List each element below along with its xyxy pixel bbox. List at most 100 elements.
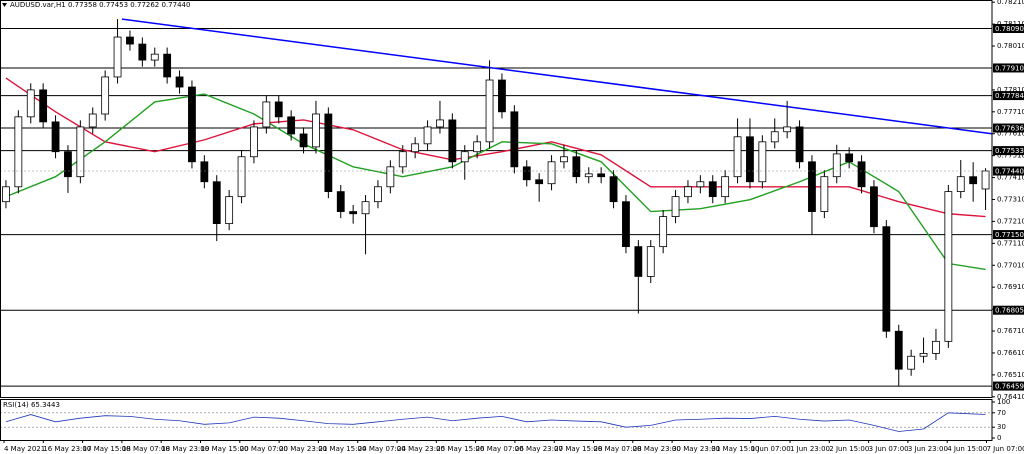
candle-body <box>349 211 358 215</box>
candle-body <box>188 86 196 163</box>
candle-body <box>770 131 779 143</box>
rsi-frame <box>0 399 993 441</box>
candle-body <box>26 89 35 118</box>
candle-body <box>746 136 754 183</box>
x-tick-label: 31 May 15:00 <box>711 445 759 453</box>
x-tick-label: 18 May 07:00 <box>122 445 170 453</box>
candle-body <box>981 170 990 190</box>
candle-body <box>51 121 60 153</box>
candle-body <box>584 173 593 178</box>
y-tick-label: 0.77810 <box>997 86 1024 94</box>
candle-body <box>336 191 345 212</box>
candle-body <box>622 201 630 248</box>
x-tick-label: 1 Jun 07:00 <box>751 445 791 453</box>
rsi-line <box>5 412 986 432</box>
candle-body <box>163 53 172 78</box>
y-tick-label: 0.76510 <box>997 371 1024 379</box>
x-tick-label: 2 Jun 15:00 <box>829 445 869 453</box>
x-tick-label: 28 May 23:00 <box>633 445 681 453</box>
candle-body <box>398 151 407 168</box>
candle-body <box>448 119 457 163</box>
candle-body <box>101 76 110 115</box>
candle-body <box>969 176 978 185</box>
candle-body <box>88 113 97 128</box>
candle-body <box>436 119 444 128</box>
candle-body <box>14 116 23 188</box>
candle-body <box>423 126 432 145</box>
x-tick-label: 7 Jun 07:00 <box>987 445 1024 453</box>
candle-body <box>845 153 854 163</box>
x-tick-label: 20 May 23:00 <box>279 445 327 453</box>
candle-body <box>535 179 544 185</box>
price-tag-label: 0.77636 <box>995 125 1024 133</box>
y-tick-label: 0.76710 <box>997 327 1024 335</box>
price-tag-label: 0.78090 <box>995 25 1024 33</box>
candle-body <box>820 176 829 212</box>
price-tag-label: 0.77150 <box>995 231 1024 239</box>
candle-body <box>808 161 816 212</box>
candle-body <box>894 330 903 370</box>
price-tag <box>993 230 1024 240</box>
candle-body <box>473 141 482 153</box>
candle-body <box>237 156 246 198</box>
candle-body <box>572 156 581 178</box>
rsi-tick-label: 70 <box>997 409 1006 417</box>
x-tick-label: 24 May 23:00 <box>397 445 445 453</box>
y-tick-label: 0.76910 <box>997 283 1024 291</box>
candle-body <box>870 186 878 228</box>
price-tag-label: 0.76459 <box>995 383 1024 391</box>
x-tick-label: 26 May 23:00 <box>515 445 563 453</box>
price-tag <box>993 91 1024 101</box>
candle-body <box>76 126 85 178</box>
menu-arrow[interactable] <box>2 3 7 7</box>
candle-body <box>609 176 618 203</box>
candle-body <box>882 226 891 332</box>
candle-body <box>758 141 767 183</box>
y-tick-label: 0.76410 <box>997 393 1024 401</box>
candle-body <box>721 176 730 198</box>
candle-body <box>510 111 519 168</box>
candle-body <box>324 113 333 193</box>
candle-body <box>39 89 48 123</box>
candle-body <box>126 36 134 45</box>
candle-body <box>411 143 420 153</box>
candle-body <box>361 201 370 215</box>
x-tick-label: 30 May 23:00 <box>672 445 720 453</box>
candle-body <box>684 186 692 198</box>
candle-body <box>597 173 606 178</box>
rsi-title: RSI(14) 65.3443 <box>3 401 60 409</box>
y-tick-label: 0.77410 <box>997 174 1024 182</box>
trendline <box>121 18 992 135</box>
candle-body <box>374 186 382 203</box>
rsi-tick-label: 0 <box>997 434 1001 442</box>
price-tag-label: 0.77784 <box>995 92 1024 100</box>
x-tick-label: 19 May 15:00 <box>201 445 249 453</box>
x-tick-label: 4 May 2021 <box>4 445 45 453</box>
rsi-tick-label: 30 <box>997 423 1006 431</box>
candle-body <box>262 101 271 128</box>
candle-body <box>175 76 184 88</box>
candle-body <box>200 161 209 183</box>
y-tick-label: 0.78010 <box>997 42 1024 50</box>
x-tick-label: 28 May 07:00 <box>594 445 642 453</box>
y-tick-label: 0.76610 <box>997 349 1024 357</box>
y-tick-label: 0.77510 <box>997 152 1024 160</box>
candle-body <box>659 216 668 248</box>
price-tag-label: 0.76805 <box>995 307 1024 315</box>
y-tick-label: 0.77310 <box>997 196 1024 204</box>
rsi-panel <box>0 412 992 432</box>
candle-body <box>932 340 940 354</box>
x-tick-label: 4 Jun 15:00 <box>947 445 987 453</box>
x-tick-label: 20 May 07:00 <box>240 445 288 453</box>
candle-body <box>857 161 866 188</box>
candle-body <box>696 181 705 188</box>
candle-body <box>522 166 531 181</box>
y-tick-label: 0.77210 <box>997 217 1024 225</box>
candle-body <box>498 79 506 113</box>
x-tick-label: 1 Jun 23:00 <box>790 445 830 453</box>
candle-body <box>907 355 916 370</box>
x-tick-label: 21 May 15:00 <box>318 445 366 453</box>
price-tag <box>993 24 1024 33</box>
candle-body <box>274 101 283 118</box>
price-tag <box>993 63 1024 73</box>
